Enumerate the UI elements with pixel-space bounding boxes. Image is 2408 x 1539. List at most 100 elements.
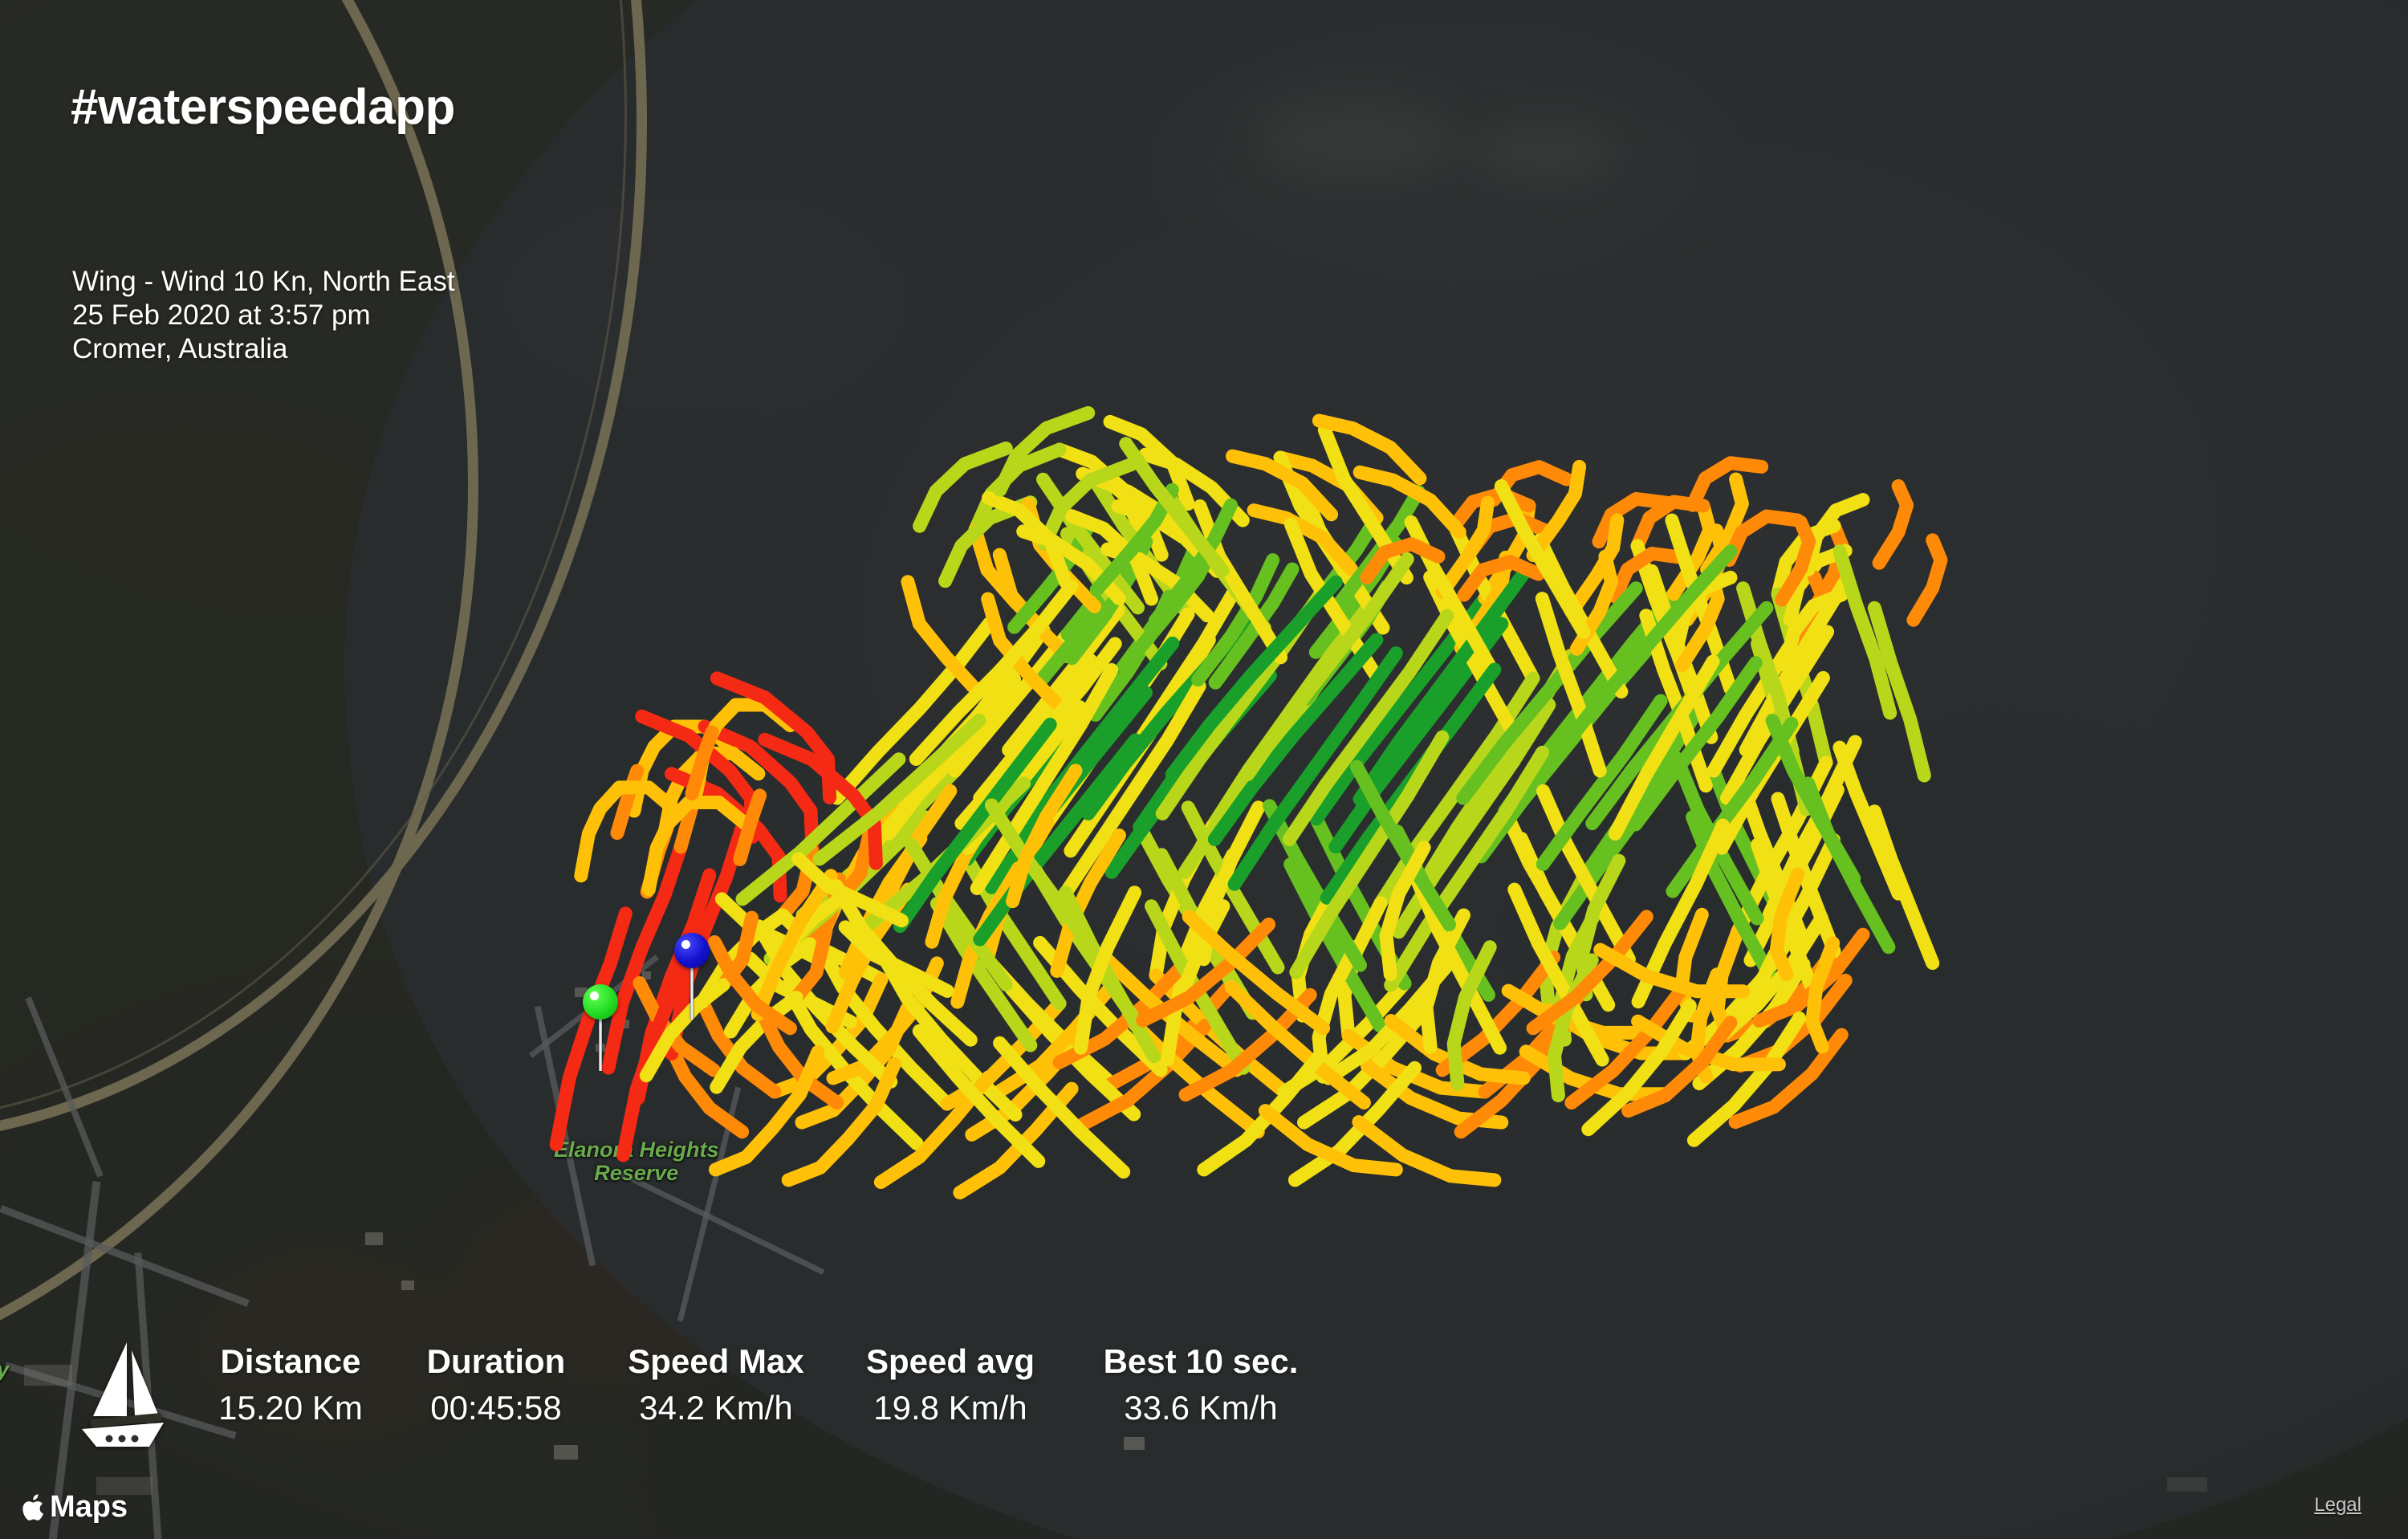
track-segment bbox=[1765, 714, 1861, 886]
track-segment bbox=[1670, 570, 1738, 656]
stat-speed-avg: Speed avg 19.8 Km/h bbox=[851, 1339, 1050, 1432]
track-segment bbox=[665, 820, 749, 1061]
track-segment bbox=[781, 1057, 901, 1187]
track-segment bbox=[893, 718, 1057, 933]
track-segment bbox=[830, 616, 997, 805]
session-location-line: Cromer, Australia bbox=[72, 333, 288, 364]
stat-speed-avg-value: 19.8 Km/h bbox=[873, 1389, 1027, 1427]
track-segment bbox=[1289, 730, 1450, 979]
track-segment bbox=[1178, 987, 1317, 1102]
track-segment bbox=[1258, 1104, 1403, 1177]
track-segment bbox=[1456, 581, 1643, 805]
track-segment bbox=[1349, 759, 1456, 931]
map-building-speck bbox=[554, 1445, 578, 1460]
track-segment bbox=[993, 405, 1096, 497]
stat-speed-max-value: 34.2 Km/h bbox=[639, 1389, 793, 1427]
track-segment bbox=[1136, 918, 1276, 1028]
map-building-speck bbox=[24, 1365, 72, 1386]
stat-distance-value: 15.20 Km bbox=[218, 1389, 363, 1427]
stat-speed-max-label: Speed Max bbox=[628, 1342, 804, 1380]
map-soil-patch-2 bbox=[193, 1252, 482, 1445]
track-segment bbox=[1700, 472, 1749, 576]
map-water-shade-1 bbox=[1164, 32, 1726, 297]
track-segment bbox=[1592, 491, 1674, 549]
stats-bar: Distance 15.20 Km Duration 00:45:58 Spee… bbox=[69, 1339, 1316, 1451]
map-building-speck bbox=[401, 1280, 414, 1290]
map-water-shore-foam bbox=[1252, 96, 1461, 185]
track-segment bbox=[904, 837, 1013, 991]
map-building-speck bbox=[96, 1477, 153, 1495]
track-segment bbox=[1832, 544, 1898, 720]
track-segment bbox=[1207, 633, 1384, 846]
track-segment bbox=[993, 1036, 1131, 1179]
track-segment bbox=[1074, 886, 1142, 1055]
track-segment bbox=[1779, 588, 1849, 673]
sailboat-icon bbox=[82, 1342, 164, 1447]
track-segment bbox=[1593, 943, 1751, 999]
track-segment bbox=[1872, 478, 1914, 570]
track-segment bbox=[750, 869, 838, 1021]
start-pin-glint bbox=[590, 991, 599, 1000]
track-segment bbox=[1494, 478, 1591, 639]
session-meta: Wing - Wind 10 Kn, North East 25 Feb 202… bbox=[72, 265, 455, 366]
track-segment bbox=[1379, 841, 1431, 982]
track-segment bbox=[1247, 503, 1359, 576]
track-segment bbox=[1867, 601, 1931, 783]
track-segment bbox=[1666, 716, 1799, 898]
track-segment bbox=[1536, 784, 1636, 967]
track-segment bbox=[970, 663, 1119, 895]
map-building-speck bbox=[1124, 1437, 1145, 1450]
track-segment bbox=[1193, 499, 1288, 665]
track-segment bbox=[662, 1036, 750, 1139]
track-segment bbox=[1283, 857, 1387, 1032]
track-segment bbox=[1226, 449, 1339, 522]
stat-distance: Distance 15.20 Km bbox=[205, 1339, 376, 1432]
legal-link[interactable]: Legal bbox=[2314, 1494, 2361, 1516]
stat-duration-label: Duration bbox=[426, 1342, 566, 1380]
maps-attribution-label: Maps bbox=[50, 1490, 128, 1524]
stat-best-10-sec-value: 33.6 Km/h bbox=[1124, 1389, 1278, 1427]
track-segment bbox=[707, 935, 797, 1036]
track-segment bbox=[641, 796, 751, 897]
track-segment bbox=[1064, 509, 1158, 606]
track-segment bbox=[1769, 867, 1805, 982]
track-segment bbox=[901, 575, 980, 694]
end-pin-head bbox=[674, 933, 710, 968]
end-pin-glint bbox=[681, 940, 690, 949]
session-datetime-line: 25 Feb 2020 at 3:57 pm bbox=[72, 299, 371, 331]
track-segment bbox=[685, 725, 719, 801]
track-segment bbox=[1312, 413, 1427, 486]
track-segment bbox=[1282, 609, 1454, 846]
track-segment bbox=[812, 714, 986, 866]
track-segment bbox=[1182, 910, 1331, 1036]
stat-speed-avg-label: Speed avg bbox=[865, 1342, 1035, 1380]
track-segment bbox=[982, 491, 1072, 589]
track-segment bbox=[710, 671, 837, 804]
session-activity-line: Wing - Wind 10 Kn, North East bbox=[72, 266, 455, 297]
track-segment bbox=[1352, 465, 1466, 539]
track-segment bbox=[639, 978, 730, 1083]
track-segment bbox=[1224, 979, 1371, 1109]
map-building-speck bbox=[642, 971, 651, 979]
track-segment bbox=[1581, 999, 1697, 1137]
track-segment bbox=[912, 1024, 1046, 1168]
track-segment bbox=[1526, 459, 1587, 563]
track-segment bbox=[1384, 745, 1549, 992]
track-segment bbox=[876, 948, 1023, 1122]
track-segment bbox=[752, 919, 898, 1089]
track-segment bbox=[1036, 472, 1145, 615]
track-segment bbox=[1805, 936, 1841, 1054]
track-segment bbox=[1526, 910, 1653, 1036]
apple-maps-attribution[interactable]: Maps bbox=[21, 1490, 128, 1525]
track-segment bbox=[1629, 656, 1763, 832]
map-water-shore-foam-2 bbox=[1469, 120, 1621, 185]
track-segment bbox=[930, 897, 1038, 1052]
track-segment bbox=[1165, 575, 1343, 782]
track-segment bbox=[1360, 537, 1446, 584]
track-segment bbox=[1435, 951, 1561, 1077]
track-segment bbox=[574, 780, 681, 883]
stat-distance-label: Distance bbox=[220, 1342, 361, 1380]
track-segment bbox=[709, 1044, 825, 1177]
